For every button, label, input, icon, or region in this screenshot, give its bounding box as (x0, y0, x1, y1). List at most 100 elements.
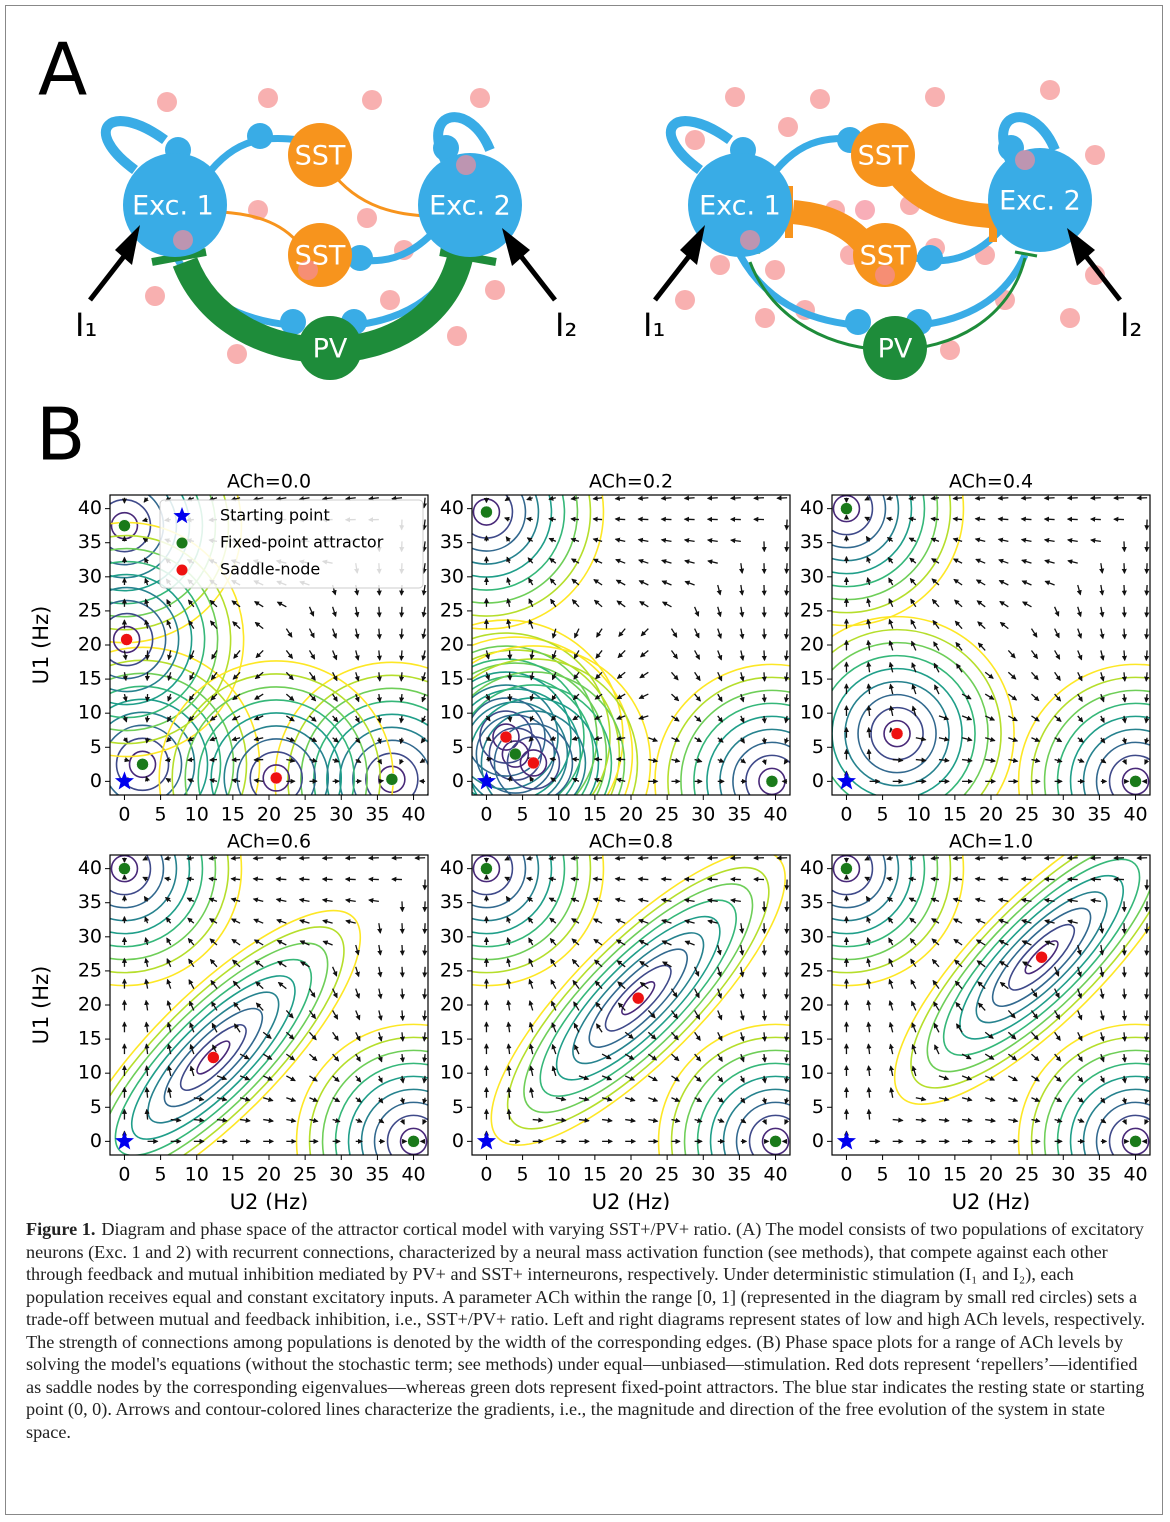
gradient-arrow (1121, 650, 1128, 662)
gradient-arrow (638, 693, 649, 699)
point-marker (1129, 775, 1142, 788)
x-tick-label: 5 (155, 804, 167, 826)
gradient-arrow (422, 1054, 428, 1063)
gradient-arrow (886, 897, 894, 903)
contour-line (621, 981, 656, 1016)
gradient-arrow (486, 736, 492, 742)
contour-line (472, 688, 582, 795)
contour-line (112, 625, 141, 654)
gradient-arrow (886, 516, 893, 522)
contour-line (130, 975, 296, 1140)
gradient-arrow (694, 757, 703, 763)
gradient-arrow (888, 683, 894, 695)
contour-line (110, 855, 230, 974)
gradient-arrow (529, 650, 535, 660)
gradient-arrow (254, 671, 264, 680)
gradient-arrow (485, 715, 491, 722)
gradient-arrow (506, 597, 512, 607)
x-tick-label: 5 (877, 1164, 889, 1186)
contour-line (110, 573, 193, 706)
point-marker (480, 505, 493, 519)
gradient-arrow (661, 580, 672, 586)
contour-line (110, 711, 196, 795)
gradient-arrow (1144, 672, 1150, 682)
gradient-arrow (377, 1010, 383, 1021)
gradient-arrow (308, 650, 316, 660)
gradient-arrow (549, 557, 557, 564)
gradient-arrow (952, 876, 963, 882)
gradient-arrow (761, 1010, 768, 1022)
contour-line (472, 636, 634, 795)
gradient-arrow (784, 1032, 790, 1042)
gradient-arrow (551, 693, 557, 701)
gradient-arrow (1054, 1097, 1063, 1103)
gradient-arrow (1043, 855, 1055, 861)
gradient-arrow (888, 618, 894, 629)
gradient-arrow (122, 693, 128, 702)
gradient-arrow (784, 988, 790, 1000)
gradient-arrow (639, 600, 649, 608)
gradient-arrow (550, 979, 557, 989)
gradient-arrow (1121, 1097, 1127, 1105)
contour-line (110, 612, 154, 667)
gradient-arrow (1054, 1117, 1063, 1123)
gradient-arrow (377, 923, 383, 934)
gradient-arrow (694, 1097, 703, 1103)
contour-line (352, 739, 428, 795)
gradient-arrow (345, 919, 356, 925)
gradient-arrow (122, 650, 128, 661)
gradient-arrow (506, 556, 512, 564)
gradient-arrow (888, 1021, 894, 1033)
gradient-arrow (321, 495, 333, 502)
gradient-arrow (639, 649, 649, 658)
start-marker (476, 1131, 496, 1150)
gradient-arrow (578, 1117, 590, 1123)
contour-line (1008, 923, 1076, 991)
gradient-arrow (595, 650, 603, 659)
gradient-arrow (506, 1108, 512, 1120)
gradient-arrow (1076, 584, 1082, 596)
gradient-arrow (570, 876, 580, 882)
gradient-arrow (528, 1065, 535, 1077)
gradient-arrow (1144, 584, 1150, 596)
gradient-arrow (985, 736, 996, 742)
legend-label: Starting point (220, 506, 330, 525)
gradient-arrow (551, 1043, 557, 1055)
gradient-arrow (208, 855, 218, 861)
diagram-low-ach: Exc. 1 Exc. 2 SST SST PV I₁ I₂ (75, 88, 577, 380)
contour-line (287, 674, 428, 795)
gradient-arrow (1030, 1031, 1039, 1041)
gradient-arrow (309, 1075, 318, 1082)
gradient-arrow (216, 1096, 228, 1102)
gradient-arrow (529, 672, 535, 681)
contour-line (472, 855, 527, 909)
x-tick-label: 40 (763, 1164, 787, 1186)
gradient-arrow (717, 1097, 724, 1103)
chart-title: ACh=1.0 (949, 831, 1033, 853)
gradient-arrow (421, 672, 427, 682)
gradient-arrow (141, 517, 148, 523)
gradient-arrow (368, 898, 379, 904)
gradient-arrow (1121, 584, 1127, 596)
contour-line (472, 855, 501, 883)
gradient-arrow (422, 1032, 428, 1042)
contour-line (475, 714, 556, 794)
contour-line (883, 719, 911, 748)
gradient-arrow (211, 1001, 218, 1011)
gradient-arrow (529, 775, 535, 782)
gradient-arrow (694, 737, 702, 743)
gradient-arrow (187, 778, 195, 784)
gradient-arrow (1121, 715, 1127, 724)
gradient-arrow (1077, 671, 1083, 682)
gradient-arrow (1020, 537, 1032, 543)
gradient-arrow (376, 672, 382, 682)
gradient-arrow (660, 897, 672, 903)
gradient-arrow (1121, 1119, 1127, 1125)
plot-bg (472, 855, 790, 1155)
gradient-arrow (186, 897, 195, 903)
gradient-arrow (997, 897, 1009, 903)
contour-line (832, 615, 1015, 795)
x-tick-label: 0 (840, 1164, 852, 1186)
gradient-arrow (1007, 1010, 1016, 1019)
gradient-arrow (299, 940, 310, 946)
